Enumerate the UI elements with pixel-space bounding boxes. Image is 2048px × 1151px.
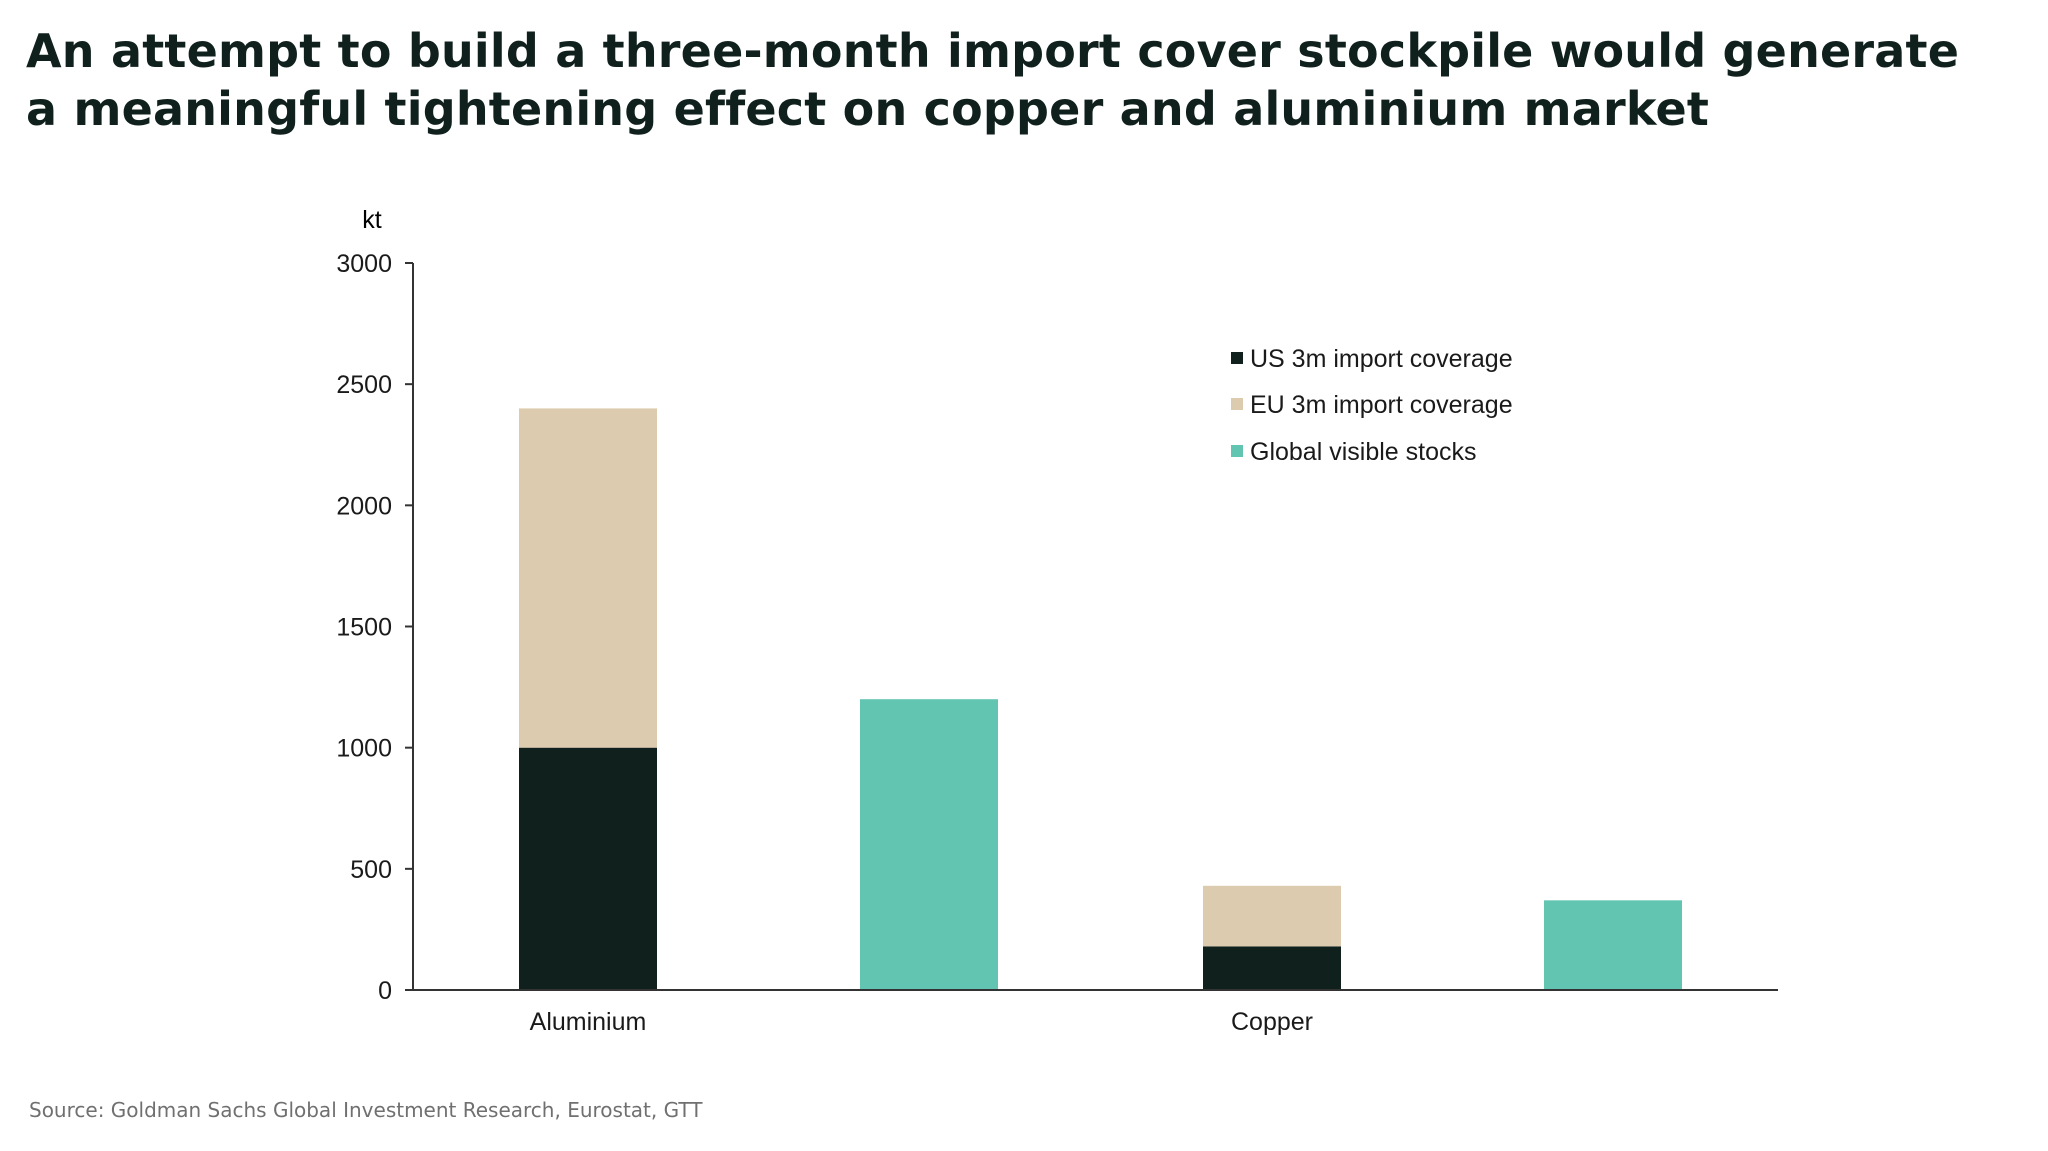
legend-swatch-3 [1231,445,1243,457]
chart-title-line-1: An attempt to build a three-month import… [26,24,1960,78]
y-axis: 0 500 1000 1500 2000 2500 3000 [336,250,413,1005]
legend-label-3: Global visible stocks [1250,438,1476,466]
chart-title: An attempt to build a three-month import… [26,22,2026,138]
y-tick-label: 3000 [336,250,392,278]
y-tick-label: 1500 [336,614,392,642]
legend: US 3m import coverage EU 3m import covera… [1231,345,1513,466]
y-tick-label: 0 [378,977,392,1005]
bar-copper-global-visible-stocks [1544,900,1682,990]
legend-swatch-1 [1231,352,1243,364]
bar-aluminium-global-visible-stocks [860,699,998,990]
x-axis: Aluminium Copper [530,1008,1313,1036]
x-category-label-aluminium: Aluminium [530,1008,647,1036]
y-tick-label: 2500 [336,371,392,399]
legend-label-1: US 3m import coverage [1250,345,1513,373]
chart-title-line-2: a meaningful tightening effect on copper… [26,82,1710,136]
y-tick-label: 1000 [336,735,392,763]
bar-copper-eu-import-coverage [1203,885,1341,947]
x-category-label-copper: Copper [1231,1008,1313,1036]
legend-label-2: EU 3m import coverage [1250,391,1513,419]
y-tick-label: 500 [350,856,392,884]
source-note: Source: Goldman Sachs Global Investment … [29,1098,703,1122]
y-axis-label: kt [362,206,382,234]
bar-copper-us-import-coverage [1203,946,1341,990]
bar-aluminium-us-import-coverage [519,747,657,990]
bars [519,408,1682,990]
bar-aluminium-eu-import-coverage [519,408,657,748]
legend-swatch-2 [1231,398,1243,410]
y-tick-label: 2000 [336,492,392,520]
